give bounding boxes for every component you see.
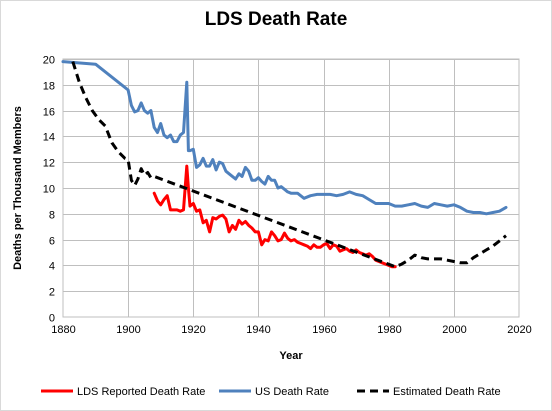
x-tick-label: 1960 — [312, 324, 336, 336]
y-tick-label: 8 — [49, 210, 55, 222]
x-tick-label: 2000 — [442, 324, 466, 336]
y-axis-title: Deaths per Thousand Members — [12, 106, 24, 270]
x-tick-label: 1920 — [181, 324, 205, 336]
series-line-us-death-rate — [61, 60, 508, 216]
y-tick-label: 10 — [43, 184, 55, 196]
legend-label-lds-reported-death-rate: LDS Reported Death Rate — [77, 386, 205, 398]
y-tick-label: 2 — [49, 287, 55, 299]
y-tick-label: 6 — [49, 236, 55, 248]
y-tick-label: 0 — [49, 313, 55, 325]
y-tick-label: 18 — [43, 81, 55, 93]
y-tick-label: 14 — [43, 132, 55, 144]
x-tick-label: 1900 — [116, 324, 140, 336]
legend-label-estimated-death-rate: Estimated Death Rate — [393, 386, 501, 398]
x-tick-label: 1880 — [51, 324, 75, 336]
x-tick-label: 1980 — [377, 324, 401, 336]
legend-label-us-death-rate: US Death Rate — [255, 386, 329, 398]
x-tick-label: 2020 — [507, 324, 531, 336]
y-tick-label: 12 — [43, 158, 55, 170]
x-tick-label: 1940 — [246, 324, 270, 336]
chart-title: LDS Death Rate — [204, 9, 348, 30]
y-tick-label: 4 — [49, 261, 55, 273]
y-tick-label: 20 — [43, 55, 55, 67]
y-tick-label: 16 — [43, 107, 55, 119]
x-axis-title: Year — [279, 350, 303, 362]
